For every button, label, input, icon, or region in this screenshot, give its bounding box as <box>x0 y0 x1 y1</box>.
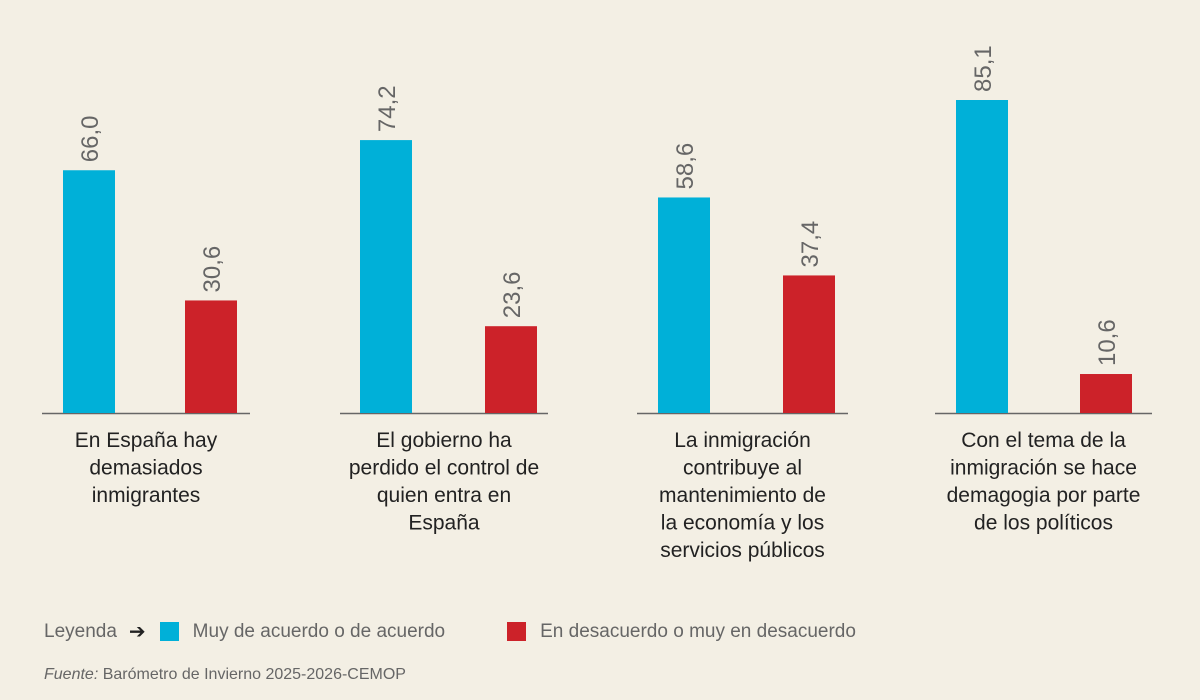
category-label: inmigrantes <box>92 484 201 507</box>
category-label: España <box>408 512 480 535</box>
category-label: mantenimiento de <box>659 484 826 507</box>
category-label: servicios públicos <box>660 539 825 562</box>
category-label: de los políticos <box>974 512 1113 535</box>
legend-label-disagree: En desacuerdo o muy en desacuerdo <box>540 620 856 642</box>
legend: Leyenda ➔ Muy de acuerdo o de acuerdo En… <box>44 619 856 644</box>
bar <box>783 275 835 413</box>
source-text: Barómetro de Invierno 2025-2026-CEMOP <box>98 666 406 683</box>
category-label: En España hay <box>75 429 218 452</box>
bar <box>485 326 537 413</box>
category-label: perdido el control de <box>349 457 539 480</box>
arrow-right-icon: ➔ <box>128 621 146 643</box>
source-label: Fuente: <box>44 666 99 683</box>
bar <box>360 140 412 413</box>
category-label: Con el tema de la <box>961 429 1126 452</box>
bar <box>63 170 115 413</box>
category-label: demagogia por parte <box>947 484 1141 507</box>
legend-swatch-disagree <box>507 622 527 641</box>
category-label: inmigración se hace <box>950 457 1137 480</box>
value-label: 23,6 <box>499 271 526 318</box>
value-label: 74,2 <box>374 85 401 132</box>
bar <box>956 100 1008 413</box>
category-label: quien entra en <box>377 484 511 507</box>
value-label: 30,6 <box>199 246 226 293</box>
source-note: Fuente: Barómetro de Invierno 2025-2026-… <box>44 666 406 684</box>
value-label: 58,6 <box>672 143 699 190</box>
category-label: demasiados <box>89 457 202 480</box>
bar-chart: 66,0 30,6 En España hay demasiados inmigrant… <box>42 45 1152 562</box>
category-label: La inmigración <box>674 429 811 452</box>
category-label: la economía y los <box>661 512 824 535</box>
category-label: El gobierno ha <box>376 429 512 452</box>
legend-label-agree: Muy de acuerdo o de acuerdo <box>192 620 446 642</box>
value-label: 85,1 <box>970 45 997 92</box>
bar <box>658 197 710 413</box>
value-label: 37,4 <box>797 221 824 268</box>
legend-title: Leyenda <box>44 620 117 642</box>
value-label: 10,6 <box>1094 319 1121 366</box>
value-label: 66,0 <box>77 116 104 163</box>
legend-swatch-agree <box>159 622 179 641</box>
bar <box>1080 374 1132 413</box>
bar <box>185 300 237 413</box>
category-label: contribuye al <box>683 457 802 480</box>
